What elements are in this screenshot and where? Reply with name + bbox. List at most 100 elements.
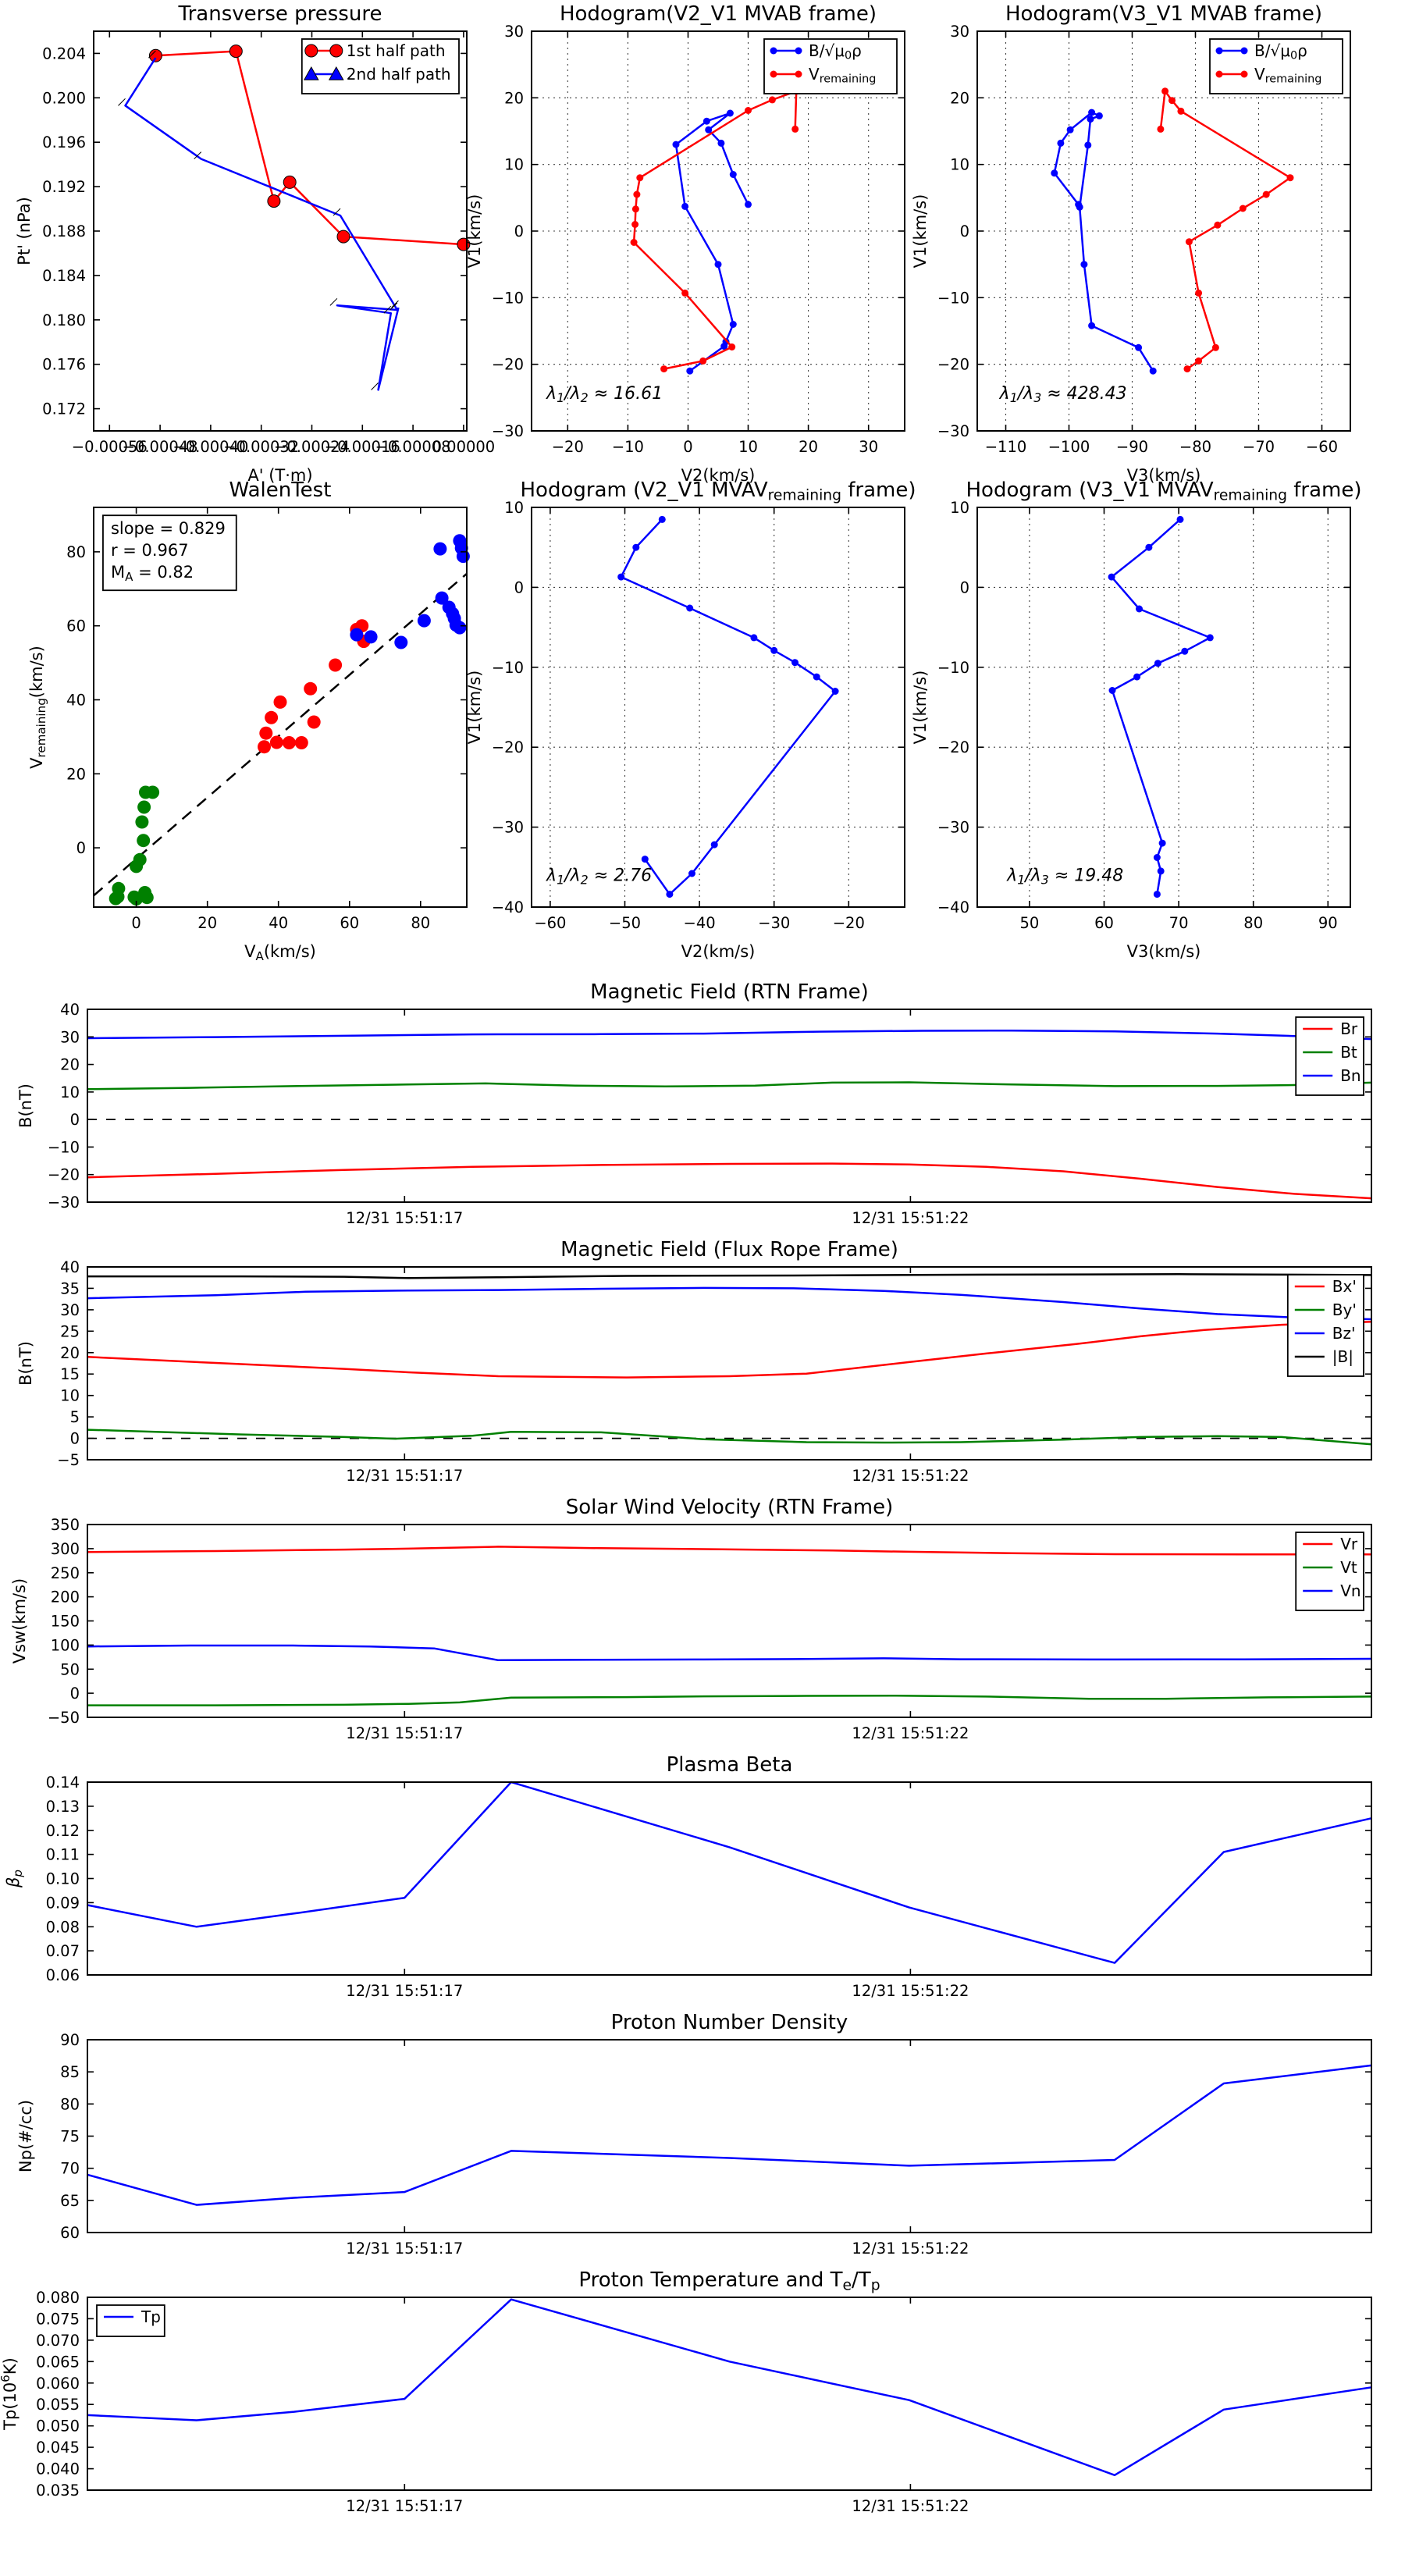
y-tick-label: 15 bbox=[60, 1365, 80, 1383]
x-tick-label: 80 bbox=[411, 914, 430, 932]
marker bbox=[108, 891, 123, 906]
annotation: λ1/λ3 ≈ 428.43 bbox=[999, 384, 1127, 405]
y-tick-label: 150 bbox=[51, 1613, 80, 1631]
series-Vt bbox=[87, 1694, 1372, 1706]
x-tick-label: 12/31 15:51:17 bbox=[346, 1467, 463, 1485]
y-tick-label: 0.035 bbox=[36, 2482, 80, 2500]
legend-label: 1st half path bbox=[347, 41, 446, 60]
legend-label: Tp bbox=[140, 2307, 161, 2326]
y-tick-label: 0.184 bbox=[42, 267, 86, 285]
series-Vn bbox=[87, 1644, 1372, 1662]
marker bbox=[791, 659, 799, 667]
x-tick-label: 50 bbox=[1019, 914, 1039, 932]
y-tick-label: 80 bbox=[66, 543, 86, 561]
panel-walen-test: 0 20 40 60 80 0 20 40 60 80 WalenTest VA(km/s) Vrema… bbox=[27, 479, 470, 963]
x-tick-label: −20 bbox=[833, 914, 865, 932]
marker bbox=[453, 621, 467, 635]
series-0 bbox=[87, 2064, 1372, 2206]
marker bbox=[1158, 839, 1166, 847]
marker bbox=[283, 175, 297, 189]
series-Bt bbox=[87, 1081, 1372, 1091]
marker bbox=[258, 740, 271, 754]
x-tick-label: −0.00048 bbox=[123, 438, 198, 456]
y-tick-label: −10 bbox=[937, 289, 969, 307]
y-axis-label: V1(km/s) bbox=[911, 671, 930, 745]
y-tick-label: 0 bbox=[70, 1685, 80, 1703]
x-tick-label: −50 bbox=[609, 914, 641, 932]
legend-label: Br bbox=[1340, 1019, 1358, 1038]
marker bbox=[304, 44, 318, 58]
x-tick-label: 12/31 15:51:22 bbox=[852, 1467, 969, 1485]
marker bbox=[633, 190, 641, 198]
y-tick-label: 40 bbox=[60, 1258, 80, 1276]
y-axis-label: Pt' (nPa) bbox=[15, 197, 34, 265]
marker bbox=[394, 635, 408, 649]
y-tick-label: 0 bbox=[514, 222, 524, 240]
legend-label: By' bbox=[1332, 1300, 1357, 1319]
marker bbox=[631, 205, 639, 213]
panel-vsw-rtn: 12/31 15:51:17 12/31 15:51:22 −50 0 50 100 150… bbox=[10, 1496, 1372, 1742]
marker bbox=[1080, 261, 1088, 269]
y-tick-label: −10 bbox=[492, 289, 524, 307]
marker bbox=[1095, 112, 1103, 119]
x-tick-label: 0 bbox=[131, 914, 140, 932]
x-tick-label: 10 bbox=[738, 438, 758, 456]
x-tick-label: −110 bbox=[985, 438, 1027, 456]
y-tick-label: 5 bbox=[70, 1408, 80, 1426]
y-tick-label: 20 bbox=[950, 89, 969, 107]
y-tick-label: −10 bbox=[937, 659, 969, 677]
x-tick-label: 12/31 15:51:22 bbox=[852, 2240, 969, 2258]
x-tick-label: 0 bbox=[683, 438, 692, 456]
series-Bn bbox=[87, 1029, 1372, 1041]
legend-label: B/√μ0ρ bbox=[809, 41, 862, 62]
y-tick-label: −30 bbox=[48, 1194, 80, 1212]
y-tick-label: 10 bbox=[60, 1083, 80, 1101]
y-axis-label: B(nT) bbox=[16, 1341, 35, 1386]
annotation: λ1/λ2 ≈ 2.76 bbox=[546, 866, 652, 888]
panel-proton-temp: 12/31 15:51:17 12/31 15:51:22 0.035 0.040 0.… bbox=[0, 2268, 1372, 2515]
y-tick-label: 80 bbox=[60, 2095, 80, 2113]
legend-label: Vremaining bbox=[1254, 65, 1321, 86]
y-tick-label: 0.14 bbox=[46, 1774, 80, 1791]
panel-title: Plasma Beta bbox=[667, 1753, 793, 1777]
y-tick-label: 30 bbox=[504, 23, 524, 41]
marker bbox=[282, 736, 296, 749]
marker bbox=[672, 141, 680, 148]
legend-box bbox=[96, 2304, 165, 2337]
x-tick-label: −60 bbox=[534, 914, 566, 932]
marker bbox=[795, 70, 802, 78]
series-Vremaining bbox=[632, 90, 798, 370]
marker bbox=[630, 239, 638, 246]
series-Tp bbox=[87, 2298, 1372, 2477]
marker bbox=[641, 856, 649, 863]
y-tick-label: 10 bbox=[950, 499, 969, 517]
legend-box bbox=[1295, 1016, 1364, 1096]
marker bbox=[259, 726, 273, 740]
y-axis-label: V1(km/s) bbox=[911, 194, 930, 269]
legend-label: |B| bbox=[1332, 1347, 1353, 1366]
y-tick-label: −20 bbox=[48, 1166, 80, 1184]
y-tick-label: 0 bbox=[76, 839, 86, 857]
y-tick-label: 40 bbox=[60, 1001, 80, 1019]
x-tick-label: −30 bbox=[758, 914, 790, 932]
marker bbox=[636, 174, 644, 182]
marker bbox=[1215, 70, 1223, 78]
marker bbox=[770, 646, 778, 654]
marker bbox=[714, 261, 722, 269]
marker bbox=[1177, 107, 1185, 115]
y-tick-label: 30 bbox=[950, 23, 969, 41]
x-tick-label: −70 bbox=[1243, 438, 1275, 456]
y-tick-label: −10 bbox=[48, 1138, 80, 1156]
series-By bbox=[87, 1429, 1372, 1446]
legend-box bbox=[1209, 38, 1343, 94]
y-tick-label: 20 bbox=[66, 765, 86, 783]
y-tick-label: 75 bbox=[60, 2128, 80, 2146]
panel-transverse-pressure: −0.00056−0.00048−0.00040−0.00032−0.00024… bbox=[15, 2, 495, 485]
x-tick-label: −80 bbox=[1179, 438, 1211, 456]
y-tick-label: 30 bbox=[60, 1028, 80, 1046]
x-tick-label: 90 bbox=[1318, 914, 1338, 932]
panel-title: Proton Number Density bbox=[611, 2011, 848, 2034]
x-tick-label: 20 bbox=[799, 438, 818, 456]
x-tick-label: −90 bbox=[1116, 438, 1148, 456]
